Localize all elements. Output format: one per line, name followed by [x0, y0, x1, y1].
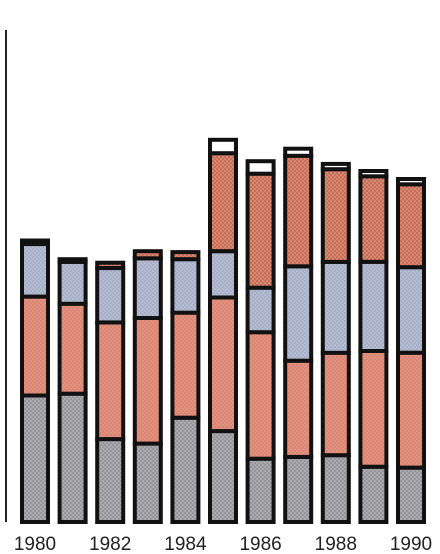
- bar-segment-1981-series-3: [57, 259, 88, 306]
- bar-segment-1986-series-2: [245, 330, 276, 461]
- bar-segment-1987-series-2: [283, 358, 314, 459]
- bar-segment-1990-series-5: [396, 177, 426, 187]
- x-tick-label: 1984: [164, 534, 207, 554]
- bar-segment-1985-series-3: [208, 249, 238, 300]
- bar-segment-1987-series-5: [283, 146, 314, 158]
- bar-segment-1988-series-1: [320, 453, 351, 525]
- x-tick-label: 1980: [14, 534, 56, 554]
- bar-segment-1985-series-1: [208, 429, 238, 525]
- bar-segment-1982-series-4: [95, 260, 126, 271]
- bar-segment-1985-series-5: [208, 137, 238, 156]
- bar-segment-1986-series-3: [245, 285, 276, 335]
- bar-segment-1984-series-1: [170, 415, 201, 524]
- bar-segment-1989-series-4: [358, 174, 389, 264]
- bar-segment-1984-series-2: [170, 310, 201, 420]
- bar-segment-1990-series-1: [396, 465, 426, 525]
- bar-segment-1980-series-4: [20, 238, 50, 247]
- bar-segment-1980-series-3: [20, 242, 50, 299]
- bar-segment-1980-series-2: [20, 294, 50, 398]
- bar-segment-1982-series-2: [95, 320, 126, 442]
- bar-segment-1983-series-2: [132, 316, 163, 446]
- x-tick-label: 1988: [315, 534, 357, 554]
- bar-segment-1985-series-4: [208, 151, 238, 254]
- bar-segment-1989-series-1: [358, 464, 389, 524]
- bar-segment-1987-series-3: [283, 264, 314, 363]
- bar-segment-1981-series-1: [57, 391, 88, 525]
- bar-segment-1986-series-4: [245, 171, 276, 290]
- bar-segment-1986-series-1: [245, 456, 276, 525]
- x-tick-label: 1986: [239, 534, 281, 554]
- bar-segment-1984-series-4: [170, 250, 201, 262]
- bar-segment-1990-series-4: [396, 182, 426, 270]
- bar-segment-1990-series-2: [396, 350, 426, 470]
- bar-segment-1983-series-4: [132, 249, 163, 261]
- bar-segment-1988-series-4: [320, 167, 351, 264]
- bar-segment-1981-series-2: [57, 301, 88, 396]
- bar-segment-1988-series-5: [320, 161, 351, 172]
- x-tick-label: 1982: [89, 534, 131, 554]
- bar-segment-1989-series-2: [358, 348, 389, 469]
- bar-segment-1983-series-3: [132, 256, 163, 320]
- bar-segment-1980-series-1: [20, 393, 50, 524]
- x-tick-label: 1990: [390, 534, 432, 554]
- x-axis-ticks: 1980 1982 1984 1986 1988 1990: [14, 534, 432, 554]
- bar-segment-1987-series-4: [283, 153, 314, 269]
- bar-segment-1981-series-4: [57, 257, 88, 264]
- bar-segment-1982-series-1: [95, 437, 126, 525]
- bar-segment-1985-series-2: [208, 295, 238, 434]
- bar-segment-1983-series-1: [132, 441, 163, 525]
- bar-segment-1987-series-1: [283, 455, 314, 524]
- bar-segment-1989-series-5: [358, 169, 389, 179]
- bar-segment-1990-series-3: [396, 265, 426, 355]
- bar-segment-1988-series-2: [320, 350, 351, 458]
- bars-layer: [20, 137, 426, 525]
- bar-segment-1989-series-3: [358, 259, 389, 353]
- bar-segment-1988-series-3: [320, 259, 351, 355]
- bar-segment-1986-series-5: [245, 159, 276, 176]
- bar-segment-1984-series-3: [170, 257, 201, 315]
- bar-segment-1982-series-3: [95, 266, 126, 325]
